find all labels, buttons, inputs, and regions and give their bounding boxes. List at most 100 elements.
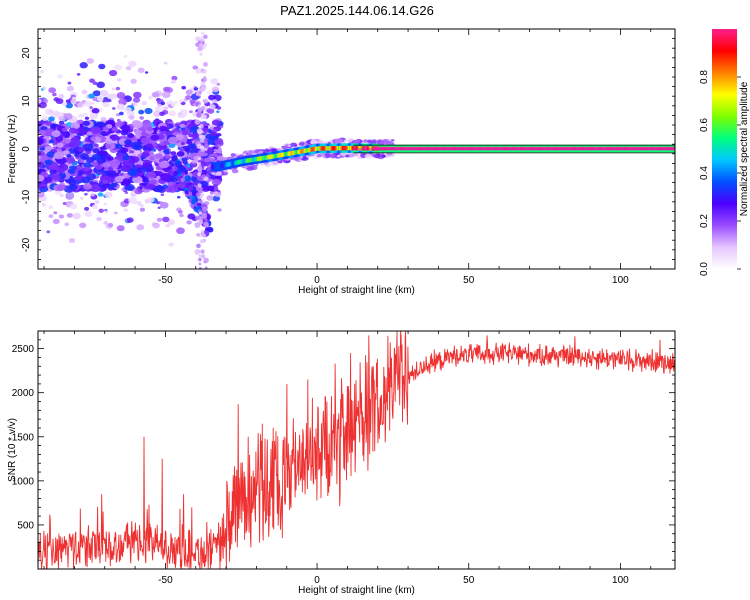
spectrogram-cell: [176, 151, 185, 157]
spectrogram-cell: [104, 138, 113, 144]
carrier-track-cell: [243, 158, 246, 164]
spectrogram-cell: [287, 144, 292, 148]
spectrogram-cell: [47, 116, 55, 122]
spectrogram-cell: [211, 119, 221, 126]
carrier-track-cell: [476, 146, 478, 151]
carrier-track-cell: [395, 146, 398, 151]
carrier-track-cell: [326, 146, 329, 151]
carrier-track-cell: [488, 146, 490, 151]
carrier-track-cell: [406, 146, 408, 151]
carrier-track-cell: [461, 146, 464, 151]
carrier-track-cell: [390, 146, 392, 151]
spectrogram-cell: [212, 195, 221, 202]
carrier-track-cell: [558, 146, 560, 151]
spectrogram-cell: [75, 175, 83, 181]
spectrogram-cell: [76, 102, 85, 108]
spectrogram-cell: [184, 190, 189, 195]
spectrogram-cell: [84, 116, 90, 120]
spectrogram-cell: [213, 183, 218, 188]
spectrogram-cell: [204, 218, 208, 222]
spectrogram-cell: [127, 168, 138, 177]
carrier-track-cell: [641, 146, 644, 151]
spectrogram-cell: [103, 202, 108, 206]
carrier-track-cell: [587, 146, 590, 151]
snr-series-line: [37, 331, 676, 570]
spectrogram-cell: [38, 174, 45, 182]
reference-lines: [353, 144, 675, 154]
carrier-track-cell: [293, 150, 296, 155]
spectrogram-cell: [209, 191, 215, 195]
carrier-track-cell: [586, 146, 589, 151]
carrier-track-cell: [569, 146, 572, 151]
spectrogram-cell: [78, 113, 84, 118]
spectrogram-cell: [189, 198, 193, 202]
carrier-track-cell: [318, 146, 320, 151]
carrier-track-cell: [347, 145, 350, 151]
spectrogram-cell: [112, 107, 116, 110]
carrier-track-cell: [535, 146, 538, 151]
carrier-track-cell: [636, 146, 639, 151]
carrier-track-cell: [602, 146, 605, 151]
spectrogram-cell: [209, 131, 217, 137]
carrier-track-cell: [446, 146, 449, 151]
carrier-track-cell: [338, 145, 340, 151]
spectrogram-cell: [91, 153, 101, 160]
snr-ticks: -50 0 50 100 500 1000 1500 2000 2500: [12, 330, 675, 586]
spectrogram-cell: [231, 168, 239, 174]
snr-frame: [37, 330, 676, 570]
carrier-track-cell: [239, 159, 242, 165]
carrier-track-cell: [631, 146, 633, 151]
carrier-track-cell: [277, 153, 280, 158]
carrier-track-cell: [377, 146, 380, 151]
carrier-track-cell: [424, 146, 426, 151]
carrier-track-cell: [608, 146, 610, 151]
spectrogram-frame: [37, 28, 676, 270]
carrier-track-cell: [502, 146, 505, 151]
spectrogram-cell: [95, 164, 103, 170]
spectrogram-cell: [198, 134, 203, 139]
carrier-track-cell: [542, 146, 544, 151]
spectrogram-cell: [84, 100, 92, 107]
spectrogram-cell: [196, 232, 200, 237]
carrier-track-cell: [415, 146, 418, 151]
carrier-track-cell: [420, 146, 422, 151]
carrier-track-cell: [265, 155, 267, 160]
carrier-track-cell: [348, 145, 351, 151]
spectrogram-cell: [203, 165, 207, 170]
spectrogram-cell: [195, 68, 202, 74]
carrier-track-cell: [661, 146, 663, 151]
carrier-track-cell: [343, 145, 346, 151]
carrier-track-cell: [619, 146, 622, 151]
spectrogram-cell: [148, 96, 153, 100]
spectrogram-cell: [139, 203, 144, 208]
spectrogram-cell: [167, 136, 179, 144]
carrier-track-cell: [231, 161, 233, 166]
carrier-track-cell: [433, 146, 436, 151]
spectrogram-cell: [187, 160, 192, 164]
carrier-track-cell: [376, 146, 379, 151]
carrier-track-cell: [372, 146, 374, 151]
spectrogram-cell: [38, 191, 45, 198]
carrier-track-cell: [545, 146, 547, 151]
carrier-track-cell: [255, 157, 258, 162]
spectrogram-cell: [204, 147, 208, 151]
carrier-track-cell: [238, 159, 241, 165]
y-tick-label: -10: [21, 189, 32, 204]
spectrogram-cell: [211, 86, 220, 93]
spectrogram-cell: [53, 211, 58, 215]
spectrogram-cell: [96, 216, 102, 222]
carrier-track-cell: [240, 159, 243, 164]
spectrogram-cell: [345, 154, 350, 158]
carrier-track-cell: [327, 146, 330, 151]
carrier-track-cell: [393, 146, 396, 151]
carrier-track-cell: [405, 146, 407, 151]
spectrogram-cell: [79, 222, 87, 229]
spectrogram-cell: [207, 226, 213, 233]
spectrogram-cell: [70, 136, 80, 144]
carrier-track-cell: [583, 146, 586, 151]
spectrogram-cell: [199, 138, 205, 143]
spectrogram-cell: [65, 99, 71, 103]
spectrogram-cell: [38, 121, 43, 127]
carrier-track-cell: [289, 151, 292, 156]
carrier-track-cell: [247, 158, 249, 163]
